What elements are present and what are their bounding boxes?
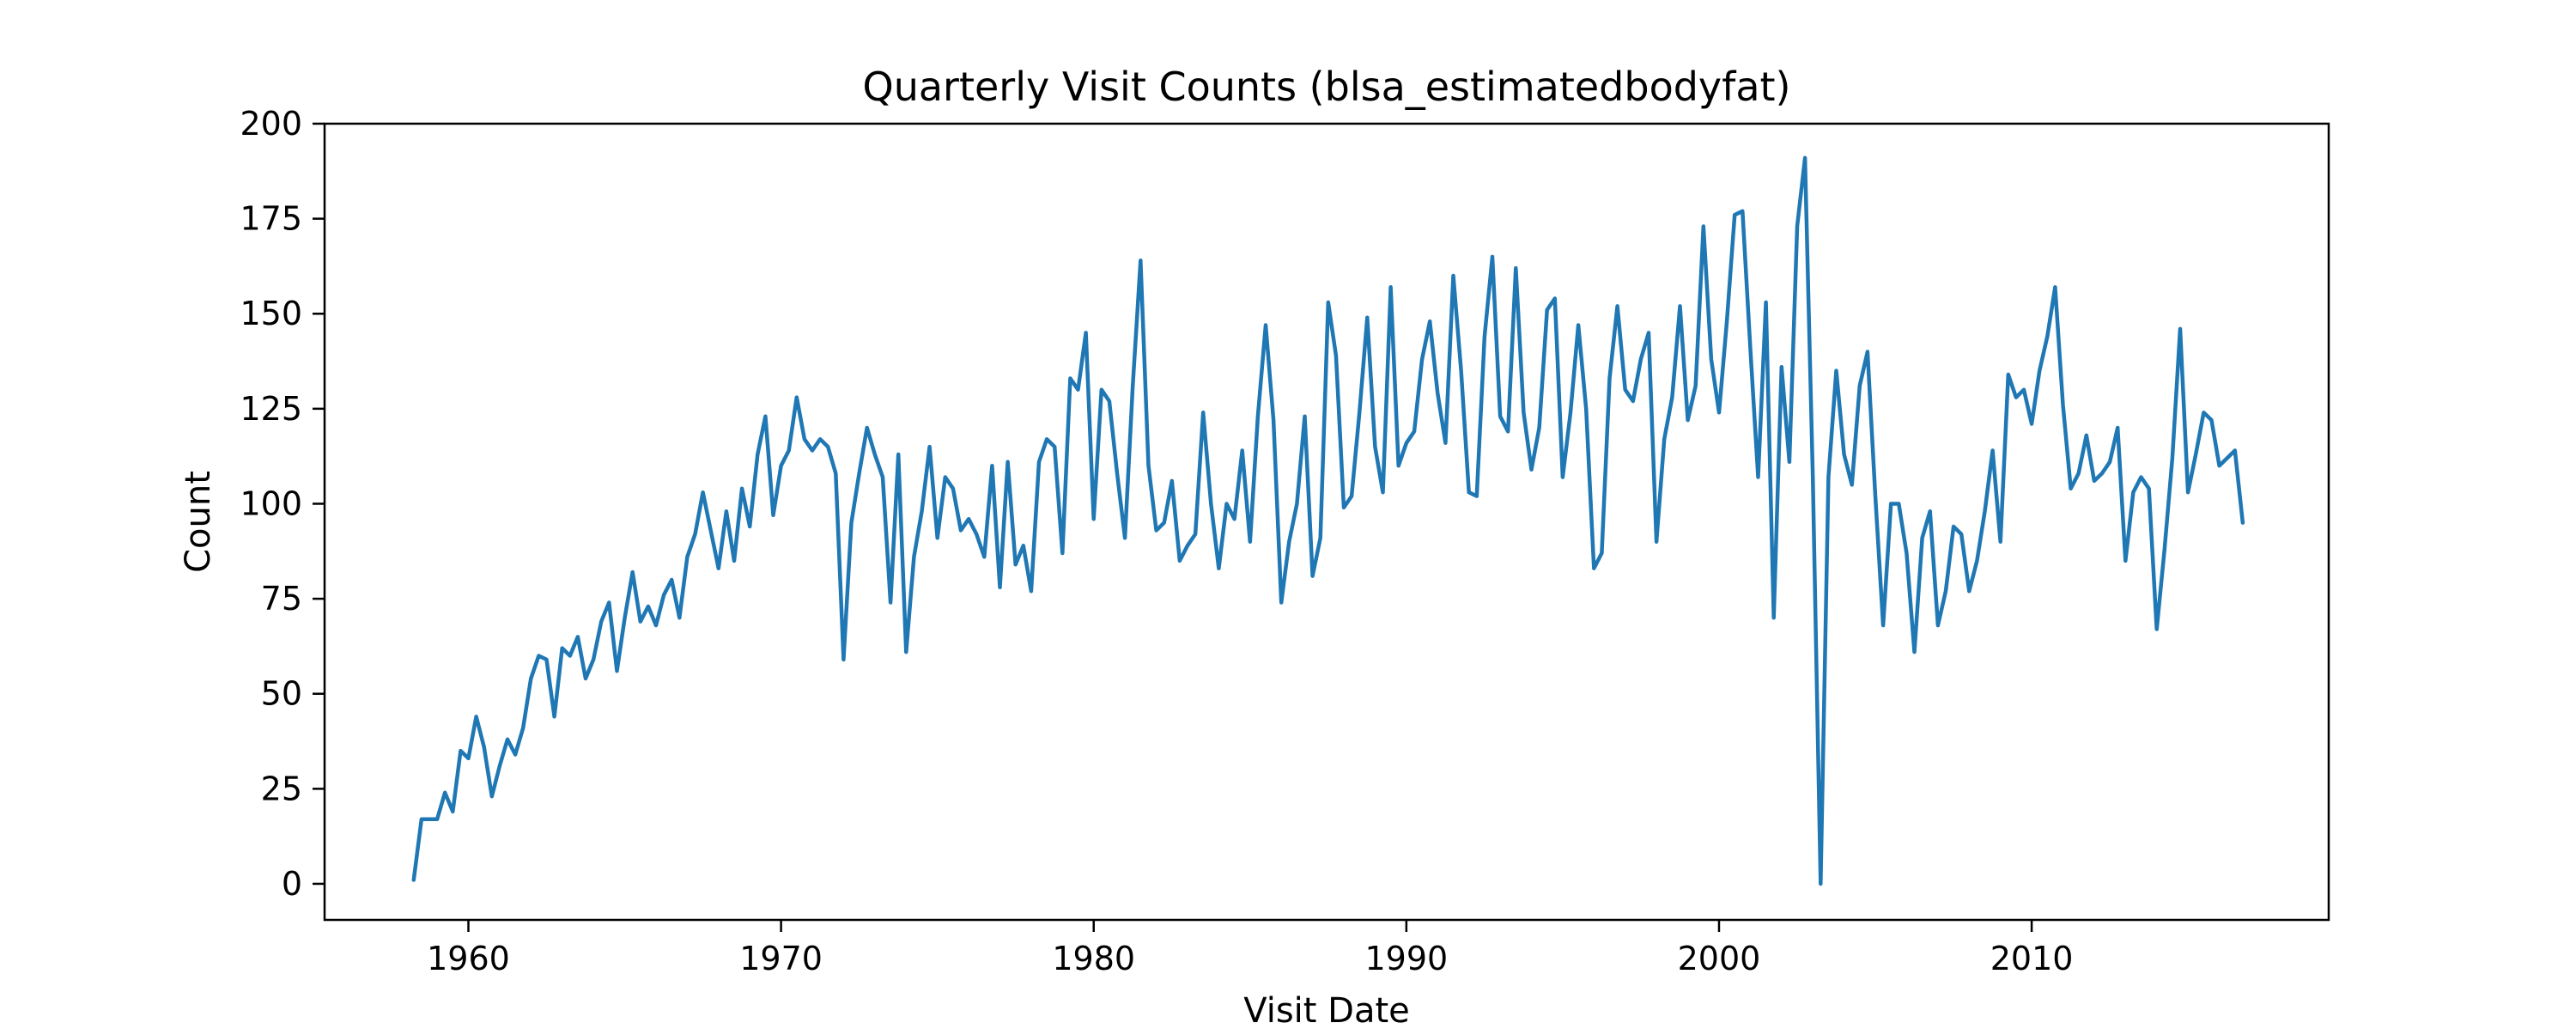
series-layer xyxy=(411,155,2245,886)
y-tick-label: 50 xyxy=(261,675,302,713)
y-axis: 0 25 50 75 100 125 150 175 200 xyxy=(240,105,325,903)
x-tick-label: 1960 xyxy=(427,940,510,977)
y-tick-label: 25 xyxy=(261,770,302,807)
y-tick-label: 150 xyxy=(240,295,302,332)
y-tick-label: 200 xyxy=(240,105,302,143)
y-tick-label: 100 xyxy=(240,484,302,522)
y-tick-label: 175 xyxy=(240,200,302,238)
y-axis-label: Count xyxy=(179,471,218,573)
chart-title: Quarterly Visit Counts (blsa_estimatedbo… xyxy=(863,64,1791,110)
x-tick-label: 1980 xyxy=(1052,940,1135,977)
y-tick-label: 75 xyxy=(261,580,302,618)
y-tick-label: 125 xyxy=(240,390,302,428)
plot-area-frame xyxy=(323,122,2330,922)
x-tick-label: 1990 xyxy=(1364,940,1448,977)
x-axis: 1960 1970 1980 1990 2000 2010 xyxy=(427,920,2073,977)
x-tick-label: 2010 xyxy=(1990,940,2074,977)
x-tick-label: 2000 xyxy=(1678,940,1761,977)
series-line xyxy=(411,155,2245,886)
x-axis-label: Visit Date xyxy=(1243,991,1410,1031)
x-tick-label: 1970 xyxy=(739,940,823,977)
y-tick-label: 0 xyxy=(282,865,302,903)
